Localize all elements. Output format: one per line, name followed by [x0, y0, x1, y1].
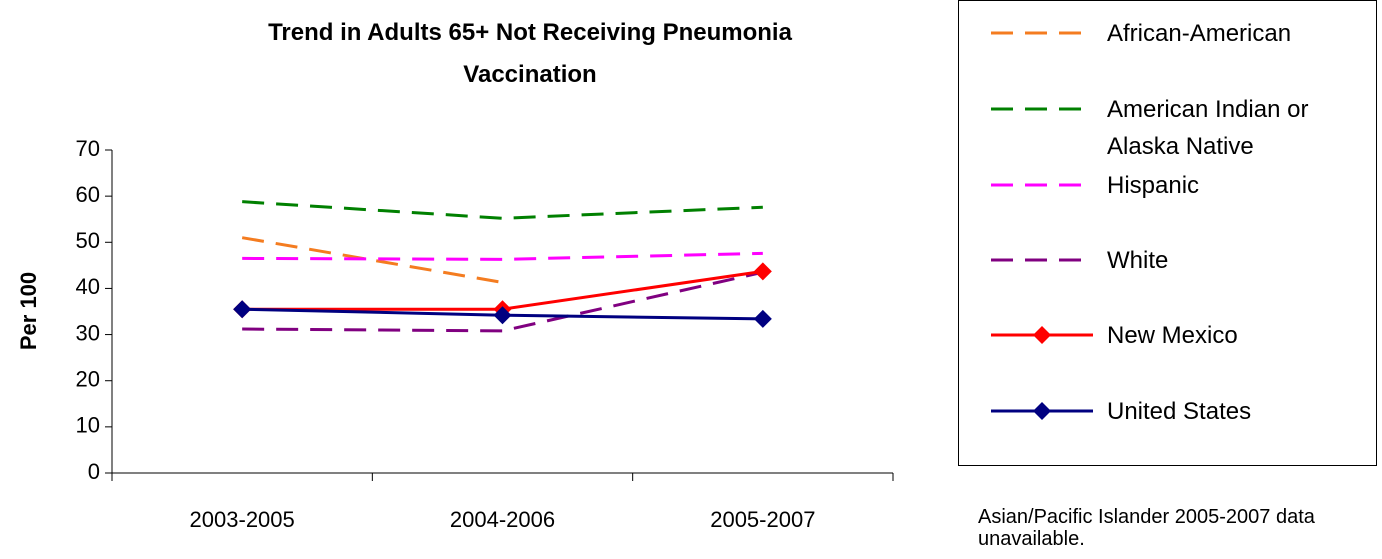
legend-label: United States: [1107, 398, 1252, 425]
chart: Per 100 0 10 20 30 40 50 60 70 2003-2005 2004-200…: [16, 136, 894, 532]
y-tick-label: 0: [88, 459, 100, 484]
marker: [753, 309, 772, 328]
marker: [753, 262, 772, 281]
legend-label: Hispanic: [1107, 172, 1200, 199]
y-tick-label: 70: [76, 136, 100, 161]
series-line: [241, 236, 503, 284]
y-tick-label: 30: [76, 320, 100, 345]
y-tick-label: 50: [76, 228, 100, 253]
series-line: [242, 270, 764, 333]
legend-swatch: [991, 183, 1093, 187]
x-tick-label: 2005-2007: [710, 507, 815, 532]
legend-swatch: [991, 402, 1093, 420]
marker: [233, 300, 252, 319]
y-tick-label: 60: [76, 182, 100, 207]
marker: [1033, 402, 1051, 420]
legend-entry: United States: [959, 393, 1376, 433]
y-tick-label: 40: [76, 274, 100, 299]
legend-entry: African-American: [959, 15, 1376, 55]
legend-swatch: [991, 326, 1093, 344]
legend-label: African-American: [1107, 20, 1292, 47]
marker: [1033, 326, 1051, 344]
y-tick-label: 20: [76, 367, 100, 392]
legend-label: American Indian or Alaska Native: [1107, 96, 1309, 160]
legend: African-American American Indian or Alask…: [958, 0, 1377, 466]
legend-entry: New Mexico: [959, 317, 1376, 357]
chart-title: Trend in Adults 65+ Not Receiving Pneumo…: [268, 19, 792, 88]
legend-entry: White: [959, 242, 1376, 282]
x-tick-label: 2004-2006: [450, 507, 555, 532]
y-axis-label: Per 100: [16, 272, 41, 350]
legend-label: White: [1107, 247, 1169, 274]
legend-swatch: [991, 31, 1093, 35]
legend-entry: Hispanic: [959, 167, 1376, 207]
series-line: [242, 251, 763, 261]
legend-swatch: [991, 258, 1093, 262]
y-tick-label: 10: [76, 413, 100, 438]
legend-entry: American Indian or Alaska Native: [959, 91, 1376, 160]
marker: [493, 306, 512, 325]
legend-swatch: [991, 107, 1093, 111]
note: Asian/Pacific Islander 2005-2007 data un…: [978, 506, 1315, 550]
x-tick-label: 2003-2005: [190, 507, 295, 532]
legend-label: New Mexico: [1107, 322, 1238, 349]
series-line: [242, 200, 763, 220]
